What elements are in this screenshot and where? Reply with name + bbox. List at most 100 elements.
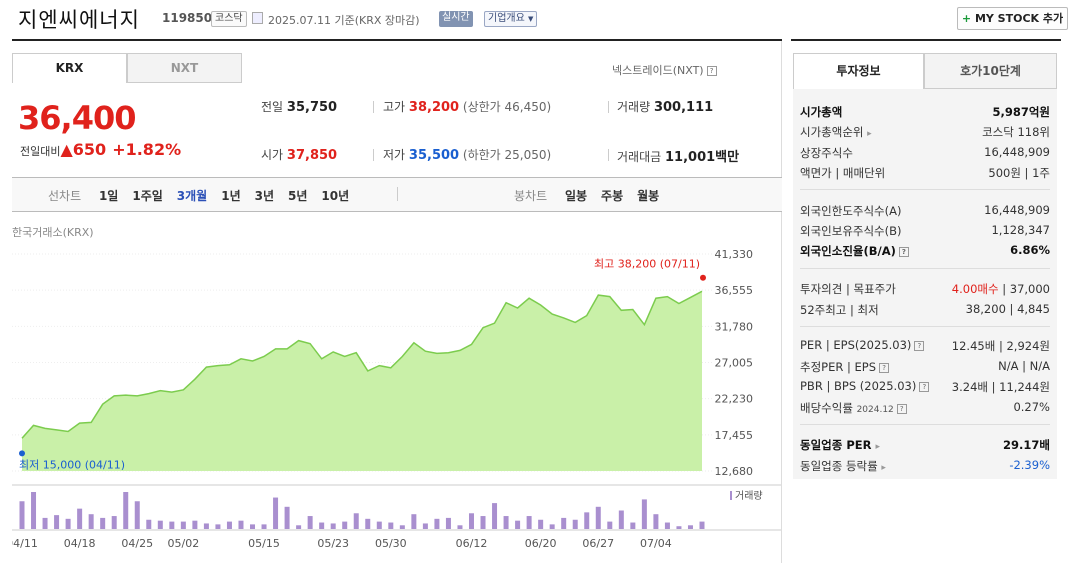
tab-nxt[interactable]: NXT bbox=[127, 53, 242, 83]
period-item-6[interactable]: 10년 bbox=[321, 189, 350, 203]
prev-value: 35,750 bbox=[286, 100, 338, 115]
par-row: 액면가 | 매매단위 500원 | 1주 bbox=[800, 165, 1050, 181]
low-marker bbox=[19, 450, 25, 457]
period-item-0[interactable]: 1일 bbox=[98, 189, 119, 203]
info-icon[interactable]: ? bbox=[919, 381, 930, 392]
high-marker bbox=[700, 274, 706, 281]
week52-value: 38,200 | 4,845 bbox=[965, 302, 1050, 316]
candle-item-0[interactable]: 일봉 bbox=[564, 189, 588, 203]
invest-info-panel bbox=[793, 89, 1057, 479]
x-tick-label: 04/11 bbox=[12, 537, 38, 550]
realtime-badge[interactable]: 실시간 bbox=[439, 11, 473, 27]
volume-bar bbox=[549, 524, 555, 529]
volume-bar bbox=[572, 519, 578, 529]
open-price: 시가 37,850 bbox=[261, 146, 337, 163]
period-item-5[interactable]: 5년 bbox=[288, 189, 308, 203]
tab-krx[interactable]: KRX bbox=[12, 53, 127, 83]
column-divider bbox=[781, 41, 782, 563]
info-icon[interactable]: ? bbox=[914, 340, 925, 351]
est-per-row: 추정PER | EPS? N/A | N/A bbox=[800, 359, 1050, 375]
market-cap-rank-row[interactable]: 시가총액순위 ▸ 코스닥 118위 bbox=[800, 124, 1050, 140]
y-tick-label: 41,330 bbox=[715, 248, 754, 261]
volume-bar bbox=[503, 516, 509, 529]
x-tick-label: 05/15 bbox=[248, 537, 280, 550]
foreign-limit-label: 외국인한도주식수(A) bbox=[800, 204, 902, 218]
foreign-ratio-label: 외국인소진율(B/A) bbox=[800, 244, 896, 258]
y-tick-label: 17,455 bbox=[715, 429, 754, 442]
lower-limit: (하한가 25,050) bbox=[462, 148, 552, 162]
x-tick-label: 07/04 bbox=[640, 537, 672, 550]
period-item-4[interactable]: 3년 bbox=[254, 189, 274, 203]
candle-item-1[interactable]: 주봉 bbox=[601, 189, 624, 203]
x-tick-label: 06/27 bbox=[582, 537, 614, 550]
chevron-right-icon: ▸ bbox=[875, 442, 881, 452]
period-item-3[interactable]: 1년 bbox=[221, 189, 241, 203]
market-badge: 코스닥 bbox=[211, 11, 247, 27]
trade-amount: 거래대금 11,001백만 bbox=[617, 146, 739, 165]
nextrade-label: 넥스트레이드(NXT) bbox=[612, 64, 704, 77]
info-icon[interactable]: ? bbox=[879, 362, 890, 373]
market-cap-value: 5,987억원 bbox=[992, 105, 1050, 119]
volume-value: 300,111 bbox=[653, 100, 714, 115]
open-label: 시가 bbox=[261, 148, 284, 162]
x-tick-label: 05/23 bbox=[317, 537, 349, 550]
y-tick-label: 22,230 bbox=[715, 393, 754, 406]
my-stock-add-button[interactable]: + MY STOCK 추가 bbox=[957, 7, 1068, 30]
volume-bar bbox=[54, 515, 60, 529]
separator bbox=[373, 101, 374, 113]
volume-bar bbox=[618, 510, 624, 529]
volume-bar bbox=[215, 524, 221, 529]
prev-close: 전일 35,750 bbox=[261, 98, 337, 115]
market-cap-row: 시가총액 5,987억원 bbox=[800, 104, 1050, 120]
info-icon[interactable]: ? bbox=[896, 403, 907, 414]
sector-change-label: 동일업종 등락률 bbox=[800, 459, 878, 473]
header-divider bbox=[12, 39, 782, 41]
pbr-row: PBR | BPS (2025.03)? 3.24배 | 11,244원 bbox=[800, 379, 1050, 395]
separator bbox=[800, 424, 1050, 425]
tab-invest-info[interactable]: 투자정보 bbox=[793, 53, 924, 89]
low-label: 저가 bbox=[383, 148, 406, 162]
tab-order-book[interactable]: 호가10단계 bbox=[924, 53, 1057, 89]
volume-bar bbox=[515, 520, 521, 529]
basis-date: 2025.07.11 기준(KRX 장마감) bbox=[268, 14, 420, 27]
separator bbox=[800, 268, 1050, 269]
amount-label: 거래대금 bbox=[617, 150, 662, 164]
company-overview-dropdown[interactable]: 기업개요 ▼ bbox=[484, 11, 538, 27]
per-row: PER | EPS(2025.03)? 12.45배 | 2,924원 bbox=[800, 338, 1050, 354]
volume-bar bbox=[284, 506, 290, 529]
volume-bar bbox=[353, 513, 359, 529]
volume-bar bbox=[342, 521, 348, 529]
volume-bar bbox=[687, 525, 693, 529]
upper-limit: (상한가 46,450) bbox=[462, 100, 552, 114]
info-icon[interactable]: ? bbox=[706, 66, 717, 76]
sector-change-row[interactable]: 동일업종 등락률 ▸ -2.39% bbox=[800, 458, 1050, 474]
volume-bar bbox=[538, 519, 544, 529]
volume-bar bbox=[607, 521, 613, 529]
volume-legend-swatch bbox=[730, 491, 732, 500]
nextrade-link[interactable]: 넥스트레이드(NXT)? bbox=[612, 62, 717, 78]
high-label: 고가 bbox=[383, 100, 406, 114]
period-item-1[interactable]: 1주일 bbox=[132, 189, 163, 203]
my-stock-label: MY STOCK 추가 bbox=[974, 12, 1064, 25]
par-label: 액면가 | 매매단위 bbox=[800, 166, 886, 180]
amount-value: 11,001 bbox=[665, 150, 716, 165]
price-area bbox=[22, 291, 702, 471]
sector-per-row[interactable]: 동일업종 PER ▸ 29.17배 bbox=[800, 437, 1050, 453]
week52-label: 52주최고 | 최저 bbox=[800, 303, 879, 317]
volume-bar bbox=[169, 521, 175, 529]
volume-bar bbox=[31, 492, 37, 529]
dividend-value: 0.27% bbox=[1013, 400, 1050, 414]
y-tick-label: 12,680 bbox=[715, 465, 754, 478]
amount-unit: 백만 bbox=[715, 150, 740, 165]
pbr-label: PBR | BPS (2025.03) bbox=[800, 379, 917, 393]
info-icon[interactable]: ? bbox=[898, 246, 909, 257]
opinion-label: 투자의견 | 목표주가 bbox=[800, 282, 896, 296]
high-label: 최고 38,200 (07/11) bbox=[594, 258, 700, 271]
y-tick-label: 36,555 bbox=[715, 284, 754, 297]
candle-item-2[interactable]: 월봉 bbox=[637, 189, 660, 203]
volume-bar bbox=[399, 525, 405, 529]
price-chart[interactable]: 41,330 36,555 31,780 27,005 22,230 17,455 12,6… bbox=[12, 236, 781, 562]
diff-label: 전일대비 bbox=[20, 145, 61, 158]
period-item-2[interactable]: 3개월 bbox=[176, 189, 208, 203]
right-header-divider bbox=[791, 39, 1061, 41]
